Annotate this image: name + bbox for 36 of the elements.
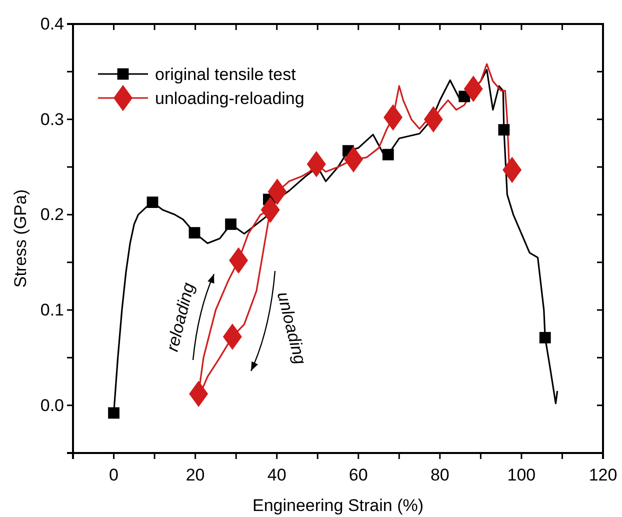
point: [222, 324, 242, 350]
point: [306, 150, 326, 178]
point: [268, 178, 287, 205]
x-tick-label: 20: [186, 466, 205, 485]
legend-label: original tensile test: [155, 64, 296, 84]
point: [464, 76, 483, 102]
point: [539, 332, 551, 344]
x-tick-label: 40: [267, 466, 286, 485]
point: [146, 196, 158, 208]
point: [108, 407, 120, 419]
x-tick-label: 120: [588, 466, 618, 485]
point: [382, 148, 394, 160]
y-tick-label: 0.0: [40, 396, 64, 415]
point: [498, 124, 510, 136]
x-tick-label: 0: [109, 466, 119, 485]
point: [424, 106, 443, 132]
point: [502, 156, 522, 184]
x-axis-title: Engineering Strain (%): [252, 496, 424, 515]
x-tick-label: 100: [507, 466, 536, 485]
annotation: unloading: [273, 290, 310, 367]
point: [384, 104, 403, 131]
point: [229, 247, 248, 274]
y-tick-label: 0.4: [40, 14, 64, 34]
point: [344, 146, 363, 173]
y-axis-title: Stress (GPa): [11, 189, 30, 288]
y-tick-label: 0.1: [40, 300, 64, 320]
x-tick-label: 60: [348, 466, 368, 485]
point: [188, 227, 200, 238]
point: [260, 196, 280, 224]
x-tick-label: 80: [430, 466, 450, 485]
y-tick-label: 0.2: [40, 205, 64, 224]
y-tick-label: 0.3: [40, 110, 64, 129]
annotation: reloading: [162, 280, 198, 354]
legend-label: unloading-reloading: [155, 88, 304, 108]
point: [189, 380, 208, 408]
point: [225, 218, 236, 230]
